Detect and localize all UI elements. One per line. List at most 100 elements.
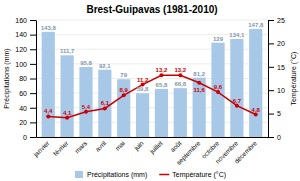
x-tick-label: janvier (31, 139, 51, 159)
y-axis: 020406080100120140160 (15, 17, 36, 141)
tick-mark (30, 137, 36, 138)
x-tick: mai (114, 139, 126, 151)
y-tick: 5 (268, 110, 281, 117)
tick-mark (268, 67, 274, 68)
bar (230, 39, 243, 137)
tick-mark (268, 90, 274, 91)
y-tick: 140 (15, 31, 36, 38)
x-tick-label: septembre (175, 139, 203, 167)
marker (46, 114, 50, 118)
tick-mark (30, 64, 36, 65)
marker (65, 116, 69, 120)
bar (61, 55, 74, 137)
axis-line (36, 21, 37, 138)
x-tick-label: mai (114, 139, 126, 151)
bar-label: 79 (120, 72, 127, 78)
y2-axis-title: Température (°C) (290, 52, 298, 106)
tick-mark (30, 49, 36, 50)
tick-label: 80 (19, 75, 27, 82)
bar-label: 129 (213, 36, 224, 42)
line-label: 5,4 (82, 104, 91, 110)
line-label: 9,6 (214, 84, 223, 90)
tick-label: 0 (277, 134, 281, 141)
y2-axis: 0510152025 (268, 17, 285, 141)
tick-mark (30, 79, 36, 80)
y-tick: 10 (268, 87, 285, 94)
line (48, 75, 255, 118)
bar (98, 70, 111, 137)
tick-label: 60 (19, 90, 27, 97)
tick-label: 120 (15, 46, 27, 53)
y-tick: 20 (19, 119, 36, 126)
bar (42, 32, 55, 137)
x-tick-label: avril (94, 139, 108, 153)
line-label: 4,8 (252, 107, 261, 113)
bar (211, 43, 224, 137)
x-tick-label: février (52, 139, 70, 157)
y-tick: 25 (268, 17, 285, 24)
plot: janvierfévriermars avril maijuinjuillet aoû… (15, 17, 285, 167)
x-tick-label: août (169, 139, 183, 153)
y-axis-title: Précipitations (mm) (3, 48, 11, 108)
data-labels: 143,8111,795,892,17959,865,866,881,21291… (41, 22, 264, 116)
x-tick: janvier (31, 139, 51, 159)
marker (254, 113, 258, 117)
y-tick: 0 (23, 134, 36, 141)
y-tick: 20 (268, 40, 285, 47)
bar-label: 81,2 (193, 71, 205, 77)
y-tick: 160 (15, 17, 36, 24)
x-axis-line (37, 137, 269, 138)
bar (249, 29, 262, 137)
chart: janvierfévriermars avril maijuinjuillet aoû… (0, 0, 300, 181)
y-tick: 60 (19, 90, 36, 97)
legend-item: Précipitations (mm) (75, 171, 147, 179)
marker (122, 93, 126, 97)
x-tick: mars (73, 139, 89, 155)
legend: Précipitations (mm) Température (°C) (75, 171, 226, 179)
bar-label: 59,8 (137, 86, 149, 92)
bar-label: 65,8 (156, 82, 168, 88)
bar-label: 111,7 (60, 48, 75, 54)
x-tick-label: juillet (148, 139, 165, 156)
tick-label: 140 (15, 31, 27, 38)
bar (136, 93, 149, 137)
line-label: 4,1 (63, 110, 72, 116)
x-tick-label: juin (132, 139, 146, 153)
x-tick: avril (94, 139, 108, 153)
bar (193, 78, 206, 137)
marker (103, 106, 107, 110)
y-tick: 80 (19, 75, 36, 82)
bar-label: 147,8 (248, 22, 264, 28)
x-tick: juin (132, 139, 146, 153)
y-tick: 120 (15, 46, 36, 53)
x-axis: janvierfévriermars avril maijuinjuillet aoû… (31, 138, 268, 167)
bar-label: 66,8 (174, 81, 186, 87)
tick-mark (30, 93, 36, 94)
legend-swatch (75, 171, 83, 178)
y-tick: 0 (268, 134, 281, 141)
grid (36, 20, 268, 137)
bar-label: 134,1 (229, 32, 245, 38)
x-tick: décembre (233, 139, 259, 165)
line-label: 6,7 (233, 98, 242, 104)
x-tick: septembre (175, 139, 203, 167)
tick-label: 20 (277, 40, 285, 47)
y-tick: 40 (19, 104, 36, 111)
axis-line (268, 21, 269, 138)
bar (174, 88, 187, 137)
x-tick: août (169, 139, 183, 153)
bars (42, 29, 263, 137)
tick-label: 25 (277, 17, 285, 24)
marker (197, 81, 201, 85)
x-tick: février (52, 139, 70, 157)
tick-label: 20 (19, 119, 27, 126)
legend-item: Température (°C) (159, 171, 226, 179)
tick-mark (30, 122, 36, 123)
bar (117, 79, 130, 137)
line-label: 11,6 (193, 87, 205, 93)
marker (216, 90, 220, 94)
x-tick: juillet (148, 139, 165, 156)
tick-label: 40 (19, 104, 27, 111)
marker (159, 73, 163, 77)
tick-label: 5 (277, 110, 281, 117)
